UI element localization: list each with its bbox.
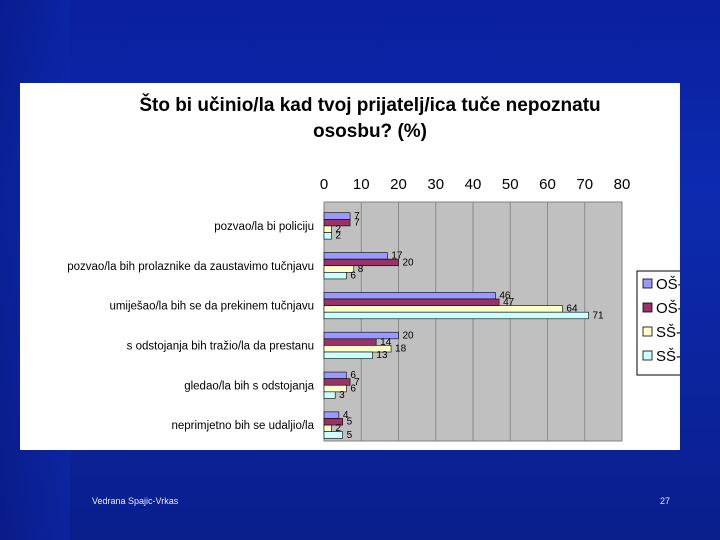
- data-label: 71: [592, 310, 604, 321]
- category-label: neprimjetno bih se udaljio/la: [171, 420, 314, 432]
- slide-number: 27: [660, 496, 671, 506]
- bar: [323, 391, 336, 399]
- data-label: 3: [339, 390, 345, 401]
- x-tick-label: 80: [614, 176, 631, 193]
- category-label: pozvao/la bih prolaznike da zaustavimo t…: [67, 261, 314, 273]
- bar: [323, 311, 589, 320]
- data-label: 4: [343, 410, 349, 421]
- data-label: 7: [354, 217, 360, 228]
- data-label: 46: [499, 290, 511, 301]
- data-label: 5: [347, 417, 353, 428]
- legend-entry: OŠ-Z: [656, 300, 680, 317]
- bar: [323, 265, 355, 273]
- data-label: 13: [376, 350, 388, 361]
- bar: [323, 351, 373, 359]
- bar: [323, 411, 340, 419]
- legend-entry: SŠ-Z: [656, 348, 680, 365]
- legend-entry: SŠ-P: [656, 324, 680, 341]
- data-label: 47: [503, 297, 515, 308]
- data-label: 6: [350, 370, 356, 381]
- data-label: 64: [566, 304, 578, 315]
- x-tick-label: 10: [353, 176, 370, 193]
- bar: [323, 338, 377, 346]
- x-tick-label: 70: [576, 176, 593, 193]
- bar: [323, 272, 347, 280]
- data-label: 20: [403, 257, 415, 268]
- x-tick-label: 30: [427, 176, 444, 193]
- bar: [323, 212, 351, 220]
- bar: [323, 225, 332, 233]
- bar: [323, 378, 351, 386]
- category-label: gledao/la bih s odstojanja: [184, 380, 314, 392]
- bar: [323, 258, 399, 267]
- chart-title-line-2: ososbu? (%): [313, 121, 427, 142]
- data-label: 18: [395, 344, 407, 355]
- legend-swatch: [642, 302, 653, 313]
- data-label: 17: [391, 251, 403, 262]
- chart-title: Što bi učinio/la kad tvoj prijatelj/ica …: [120, 93, 620, 145]
- category-label: pozvao/la bi policiju: [214, 221, 314, 233]
- category-label: umiješao/la bih se da prekinem tučnjavu: [109, 301, 314, 313]
- bar: [323, 232, 332, 240]
- bar: [323, 371, 347, 379]
- bar: [323, 431, 343, 439]
- legend-swatch: [642, 350, 653, 361]
- x-tick-label: 50: [502, 176, 519, 193]
- data-label: 7: [354, 211, 360, 222]
- data-label: 2: [335, 231, 341, 242]
- bar: [323, 424, 332, 432]
- data-label: 6: [350, 270, 356, 281]
- chart-title-line-1: Što bi učinio/la kad tvoj prijatelj/ica …: [139, 95, 601, 116]
- bar: [323, 252, 388, 260]
- bar: [323, 219, 351, 227]
- x-tick-label: 20: [390, 176, 407, 193]
- x-tick-label: 60: [539, 176, 556, 193]
- bar: [323, 418, 343, 426]
- category-label: s odstojanja bih tražio/la da prestanu: [127, 340, 314, 352]
- footer-author: Vedrana Spajic-Vrkas: [92, 496, 179, 506]
- data-label: 6: [350, 383, 356, 394]
- legend-entry: OŠ-P: [656, 276, 680, 293]
- bar: [323, 292, 496, 300]
- data-label: 14: [380, 337, 392, 348]
- data-label: 20: [403, 330, 415, 341]
- data-label: 7: [354, 377, 360, 388]
- legend-swatch: [642, 326, 653, 337]
- data-label: 2: [335, 423, 341, 434]
- bar: [323, 305, 563, 313]
- bar: [323, 298, 500, 306]
- data-label: 2: [335, 224, 341, 235]
- legend-swatch: [642, 278, 653, 289]
- data-label: 5: [347, 430, 353, 441]
- data-label: 8: [358, 264, 364, 275]
- x-tick-label: 0: [320, 176, 328, 193]
- chart-panel: Što bi učinio/la kad tvoj prijatelj/ica …: [20, 83, 680, 450]
- x-tick-label: 40: [465, 176, 482, 193]
